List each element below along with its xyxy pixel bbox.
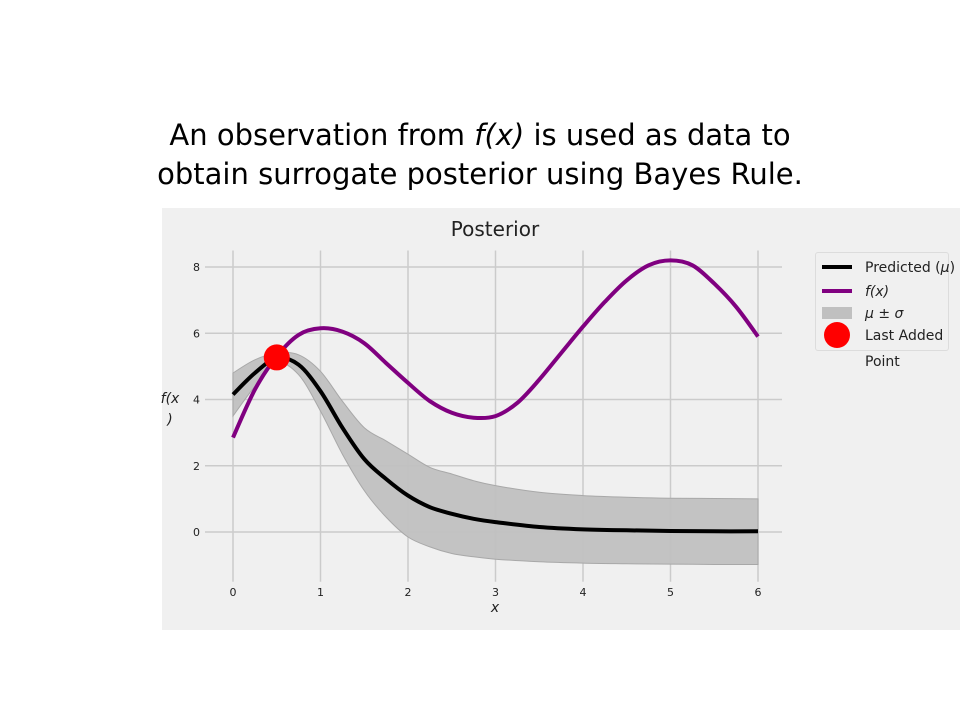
fx-line — [231, 258, 760, 439]
x-axis-label: x — [490, 600, 500, 616]
slide-title-line-1: An observation from f(x) is used as data… — [0, 116, 960, 155]
y-tick-label: 2 — [193, 460, 200, 473]
series-layer — [231, 258, 760, 534]
predicted-mean-line — [231, 355, 759, 534]
title-text-pre: An observation from — [169, 118, 475, 152]
legend-label: μ ± σ — [864, 306, 905, 322]
marker-layer — [263, 344, 290, 371]
y-axis-label-line-2: ) — [166, 412, 172, 428]
confidence-band — [232, 351, 759, 566]
title-text-post: is used as data to — [524, 118, 791, 152]
y-tick-label: 4 — [193, 394, 200, 407]
slide-title: An observation from f(x) is used as data… — [0, 116, 960, 194]
legend-label: Last Added — [865, 328, 943, 344]
x-tick-label: 5 — [667, 586, 674, 599]
x-tick-label: 4 — [580, 586, 587, 599]
x-tick-label: 2 — [405, 586, 412, 599]
y-tick-label: 6 — [193, 327, 200, 340]
chart-title: Posterior — [451, 217, 540, 241]
legend-swatch-band — [822, 307, 852, 319]
legend-label: f(x) — [865, 284, 889, 300]
legend-label-line-2: Point — [865, 354, 900, 370]
y-tick-label: 8 — [193, 261, 200, 274]
y-axis-label-line-1: f(x — [161, 391, 180, 407]
legend-swatch-marker — [824, 322, 850, 348]
slide-title-line-2: obtain surrogate posterior using Bayes R… — [157, 157, 803, 191]
x-tick-label: 0 — [230, 586, 237, 599]
x-tick-label: 1 — [317, 586, 324, 599]
tick-labels: 0 1 2 3 4 5 6 0 2 4 6 8 — [193, 261, 762, 599]
band-layer — [232, 351, 759, 566]
x-tick-label: 3 — [492, 586, 499, 599]
x-tick-label: 6 — [755, 586, 762, 599]
last-added-point-marker — [263, 344, 290, 371]
title-fx-text: f(x) — [474, 118, 525, 152]
legend: Predicted (μ) f(x) μ ± σ Last Added Point — [822, 260, 955, 370]
y-tick-label: 0 — [193, 526, 200, 539]
legend-label: Predicted (μ) — [865, 260, 955, 276]
